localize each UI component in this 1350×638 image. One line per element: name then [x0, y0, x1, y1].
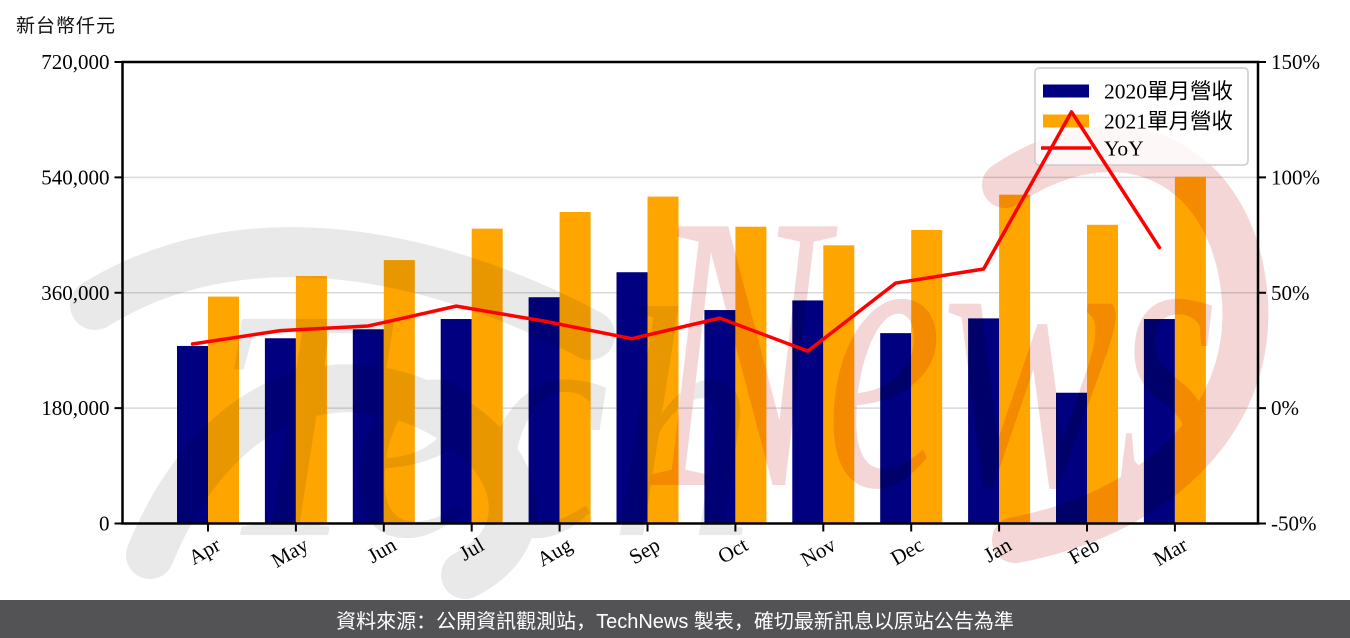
left-axis-tick-label: 360,000 — [41, 281, 109, 305]
chart-plot-area: TechNews 2020單月營收 2021單月營收 YoY 0 180,000 360,0… — [41, 50, 1320, 600]
bar-2021單月營收-Jan — [999, 194, 1031, 524]
bar-2020單月營收-Sep — [616, 272, 648, 524]
watermark-flourish-gray-2 — [126, 364, 537, 599]
right-axis-tick-label: -50% — [1271, 512, 1317, 536]
bar-2020單月營收-Dec — [880, 333, 912, 524]
left-axis-unit-label: 新台幣仟元 — [16, 16, 117, 37]
bar-2020單月營收-Jan — [968, 318, 1000, 524]
right-axis-tick-label: 100% — [1271, 165, 1320, 189]
left-axis-tick-label: 180,000 — [41, 396, 109, 420]
bar-2021單月營收-Nov — [823, 245, 855, 524]
bar-2020單月營收-Nov — [792, 300, 824, 524]
legend-label-2020單月營收: 2020單月營收 — [1104, 80, 1233, 104]
legend-label-2021單月營收: 2021單月營收 — [1104, 110, 1233, 134]
bar-2021單月營收-Sep — [647, 196, 679, 524]
footer-source-bar: 資料來源：公開資訊觀測站，TechNews 製表，確切最新訊息以原站公告為準 — [0, 600, 1350, 638]
watermark-flourish-gray — [70, 227, 615, 360]
bar-2021單月營收-Feb — [1087, 224, 1118, 524]
left-axis-tick-label: 720,000 — [41, 50, 109, 74]
legend-label-YoY: YoY — [1104, 137, 1144, 161]
left-axis-tick-label: 0 — [99, 512, 110, 536]
legend-swatch-2020單月營收 — [1043, 84, 1089, 98]
watermark-text-news: News — [646, 134, 1220, 571]
bar-2021單月營收-Aug — [559, 211, 591, 524]
right-axis-tick-label: 150% — [1271, 50, 1320, 74]
footer-source-text: 資料來源：公開資訊觀測站，TechNews 製表，確切最新訊息以原站公告為準 — [336, 610, 1014, 633]
bar-2020單月營收-Oct — [704, 310, 736, 524]
bar-2020單月營收-Jun — [352, 329, 384, 524]
bar-2021單月營收-Oct — [735, 226, 767, 524]
right-axis-tick-label: 0% — [1271, 396, 1299, 420]
watermark-text-tech: Tech — [215, 242, 755, 600]
left-axis-tick-label: 540,000 — [41, 165, 109, 189]
right-axis-tick-label: 50% — [1271, 281, 1310, 305]
yoy-line — [190, 110, 1162, 353]
technews-watermark: TechNews — [70, 126, 1269, 600]
